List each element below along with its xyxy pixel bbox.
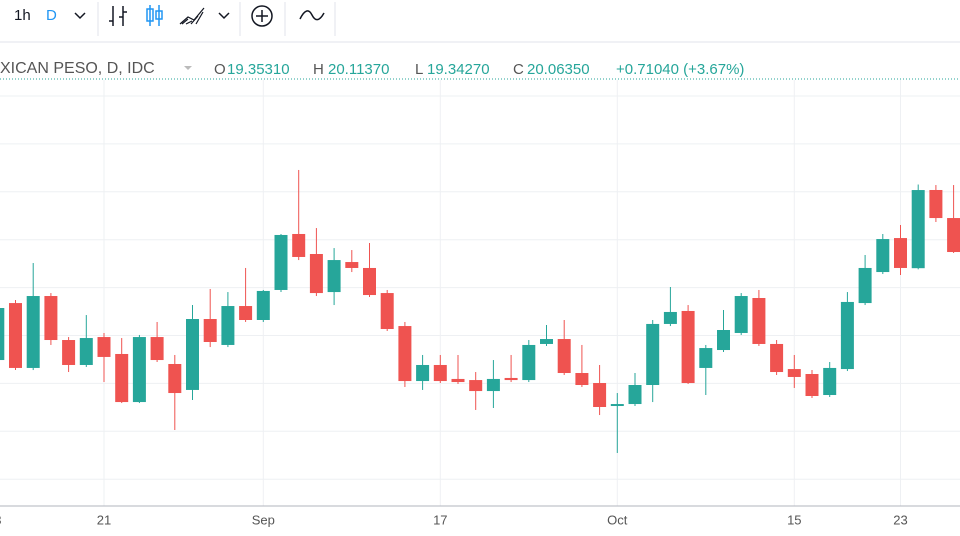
- candle-body: [610, 404, 624, 407]
- candle-body: [646, 323, 660, 386]
- candle-body: [894, 238, 907, 268]
- candle-body: [150, 337, 164, 361]
- candle-body: [9, 303, 22, 368]
- candle-body: [628, 385, 642, 405]
- candle-body: [858, 267, 872, 304]
- candle-body: [787, 369, 801, 377]
- candle-body: [345, 262, 359, 268]
- candle-body: [752, 297, 766, 344]
- ohlc-label: H: [313, 61, 324, 78]
- candle-body: [433, 364, 447, 382]
- candle-body: [486, 378, 500, 392]
- interval-button[interactable]: 1h: [14, 7, 31, 24]
- plot: [0, 80, 960, 506]
- candle-body: [203, 319, 217, 342]
- candle-body: [504, 377, 518, 381]
- candle-body: [221, 306, 235, 345]
- candle-body: [398, 326, 412, 382]
- candle-body: [115, 353, 129, 403]
- candle-body: [451, 378, 465, 383]
- candle-body: [469, 380, 483, 392]
- candle-body: [699, 348, 713, 368]
- candle-body: [309, 254, 323, 294]
- candle-body: [292, 233, 306, 257]
- compare-icon[interactable]: [299, 10, 325, 21]
- ohlc-value: 19.34270: [427, 61, 490, 78]
- candle-body: [26, 296, 40, 368]
- change-value: +0.71040 (+3.67%): [616, 61, 744, 78]
- candle-body: [416, 364, 430, 382]
- candle-body: [947, 218, 960, 253]
- candle-body: [363, 267, 376, 296]
- dropdown-icon[interactable]: [184, 66, 192, 70]
- candle-body: [911, 190, 925, 269]
- candle-body: [274, 234, 288, 290]
- symbol[interactable]: XICAN PESO, D, IDC: [0, 60, 155, 77]
- toolbar: [0, 0, 960, 40]
- dropdown-icon[interactable]: [218, 12, 230, 20]
- candle-body: [522, 344, 536, 381]
- candle-body: [770, 343, 784, 373]
- ohlc-value: 20.06350: [527, 61, 590, 78]
- candle-body: [717, 330, 730, 351]
- add-indicator-icon[interactable]: [251, 5, 273, 27]
- ohlc-label: C: [513, 61, 524, 78]
- candle-body: [593, 383, 607, 407]
- candle-body: [97, 337, 111, 357]
- x-tick-label: 3: [0, 512, 1, 527]
- bars-icon[interactable]: [109, 6, 127, 26]
- x-tick-label: Oct: [607, 512, 628, 527]
- candle-body: [44, 296, 58, 341]
- candle-body: [663, 311, 677, 324]
- candle-body: [380, 293, 394, 330]
- candle-body: [540, 339, 553, 344]
- ohlc-value: 20.11370: [328, 61, 389, 78]
- horizontal-grid: [0, 95, 960, 480]
- candle-body: [681, 310, 695, 384]
- x-tick-label: 21: [97, 512, 111, 527]
- candles-icon[interactable]: [146, 5, 163, 26]
- x-tick-label: 17: [433, 512, 447, 527]
- candle-body: [0, 308, 5, 361]
- candle-body: [327, 260, 341, 293]
- ohlc-label: L: [415, 61, 423, 78]
- candle-body: [168, 363, 182, 394]
- candle-body: [929, 189, 943, 219]
- candle-body: [734, 296, 748, 333]
- candle-body: [805, 374, 819, 397]
- ohlc-value: 19.35310: [227, 61, 290, 78]
- candle-body: [239, 306, 253, 320]
- x-tick-label: 15: [787, 512, 801, 527]
- candle-body: [62, 340, 76, 365]
- candle-body: [186, 319, 199, 390]
- candle-body: [132, 337, 146, 403]
- dropdown-icon[interactable]: [74, 12, 86, 20]
- x-tick-label: 23: [893, 512, 907, 527]
- candle-body: [823, 367, 837, 396]
- candle-body: [575, 373, 589, 386]
- candle-body: [256, 290, 270, 320]
- area-icon[interactable]: [179, 7, 205, 25]
- ohlc-label: O: [214, 61, 226, 78]
- candle-body: [876, 239, 890, 273]
- candle-body: [79, 338, 93, 365]
- candle-body: [840, 301, 854, 370]
- x-tick-label: Sep: [252, 512, 275, 527]
- candle-body: [557, 339, 571, 374]
- style-button[interactable]: D: [46, 7, 57, 24]
